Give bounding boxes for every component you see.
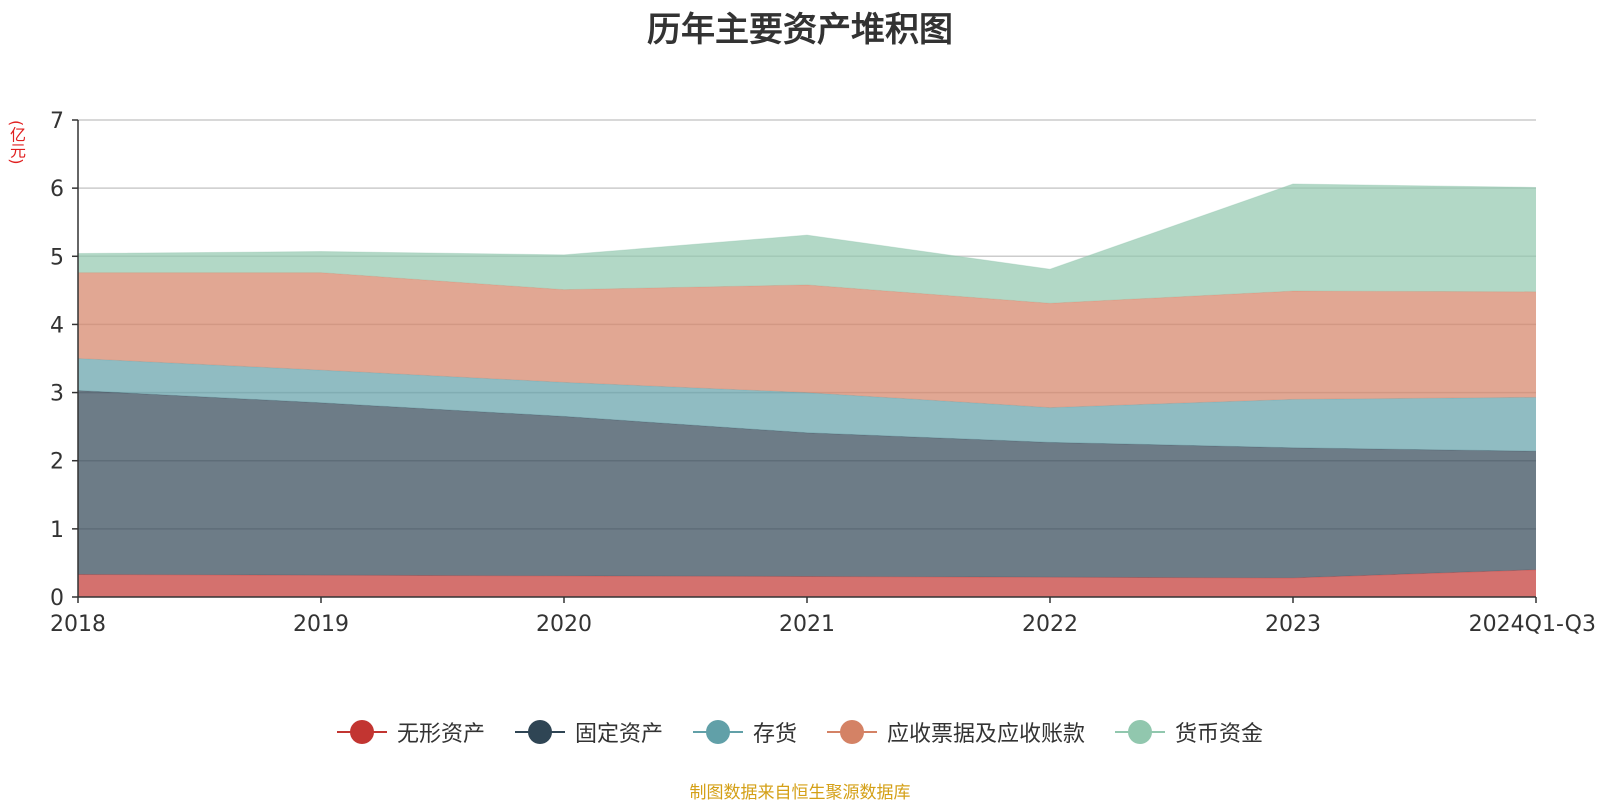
y-tick-label: 0 [50, 586, 64, 611]
chart-title: 历年主要资产堆积图 [647, 10, 953, 50]
legend-marker-icon [514, 719, 565, 745]
data-source-note: 制图数据来自恒生聚源数据库 [689, 783, 911, 803]
legend-marker-icon [1115, 719, 1166, 745]
area-3 [78, 272, 1536, 408]
legend-item-1[interactable]: 固定资产 [514, 716, 663, 748]
x-tick-label: 2021 [779, 612, 835, 637]
y-tick-label: 7 [50, 109, 64, 134]
y-tick-label: 2 [50, 450, 64, 475]
x-tick-label: 2019 [293, 612, 349, 637]
legend-label: 无形资产 [396, 722, 485, 747]
legend-label: 存货 [752, 722, 797, 747]
chart-plot: 0 1 2 3 4 5 6 7 2018 2019 2020 2021 2022 2023 2024Q1-Q… [50, 109, 1596, 637]
y-tick-label: 5 [50, 245, 64, 270]
legend-marker-icon [692, 719, 743, 745]
x-tick-label: 2018 [50, 612, 106, 637]
area-edge-4 [77, 183, 1537, 270]
y-tick-label: 4 [50, 313, 64, 338]
y-tick-label: 3 [50, 382, 64, 407]
legend-item-0[interactable]: 无形资产 [336, 716, 485, 748]
x-tick-label: 2022 [1022, 612, 1078, 637]
legend-marker-icon [336, 719, 387, 745]
area-0 [78, 569, 1536, 597]
axes: 0 1 2 3 4 5 6 7 2018 2019 2020 2021 2022 2023 2024Q1-Q… [50, 109, 1596, 637]
legend-label: 货币资金 [1175, 722, 1264, 747]
legend: 无形资产 固定资产 存货 应收票据及应收账款 货币资金 [0, 716, 1600, 748]
x-tick-label: 2024Q1-Q3 [1469, 612, 1596, 637]
area-1 [78, 390, 1536, 578]
area-4 [78, 184, 1536, 304]
y-tick-label: 6 [50, 177, 64, 202]
area-series [77, 183, 1537, 597]
legend-item-2[interactable]: 存货 [692, 716, 797, 748]
y-axis-unit: (亿元) [7, 120, 26, 165]
x-tick-label: 2020 [536, 612, 592, 637]
y-tick-label: 1 [50, 518, 64, 543]
legend-item-4[interactable]: 货币资金 [1115, 716, 1263, 748]
area-2 [78, 358, 1536, 452]
legend-label: 应收票据及应收账款 [887, 722, 1086, 747]
legend-marker-icon [827, 719, 877, 745]
legend-label: 固定资产 [574, 722, 663, 747]
legend-item-3[interactable]: 应收票据及应收账款 [827, 716, 1085, 748]
x-tick-label: 2023 [1265, 612, 1321, 637]
